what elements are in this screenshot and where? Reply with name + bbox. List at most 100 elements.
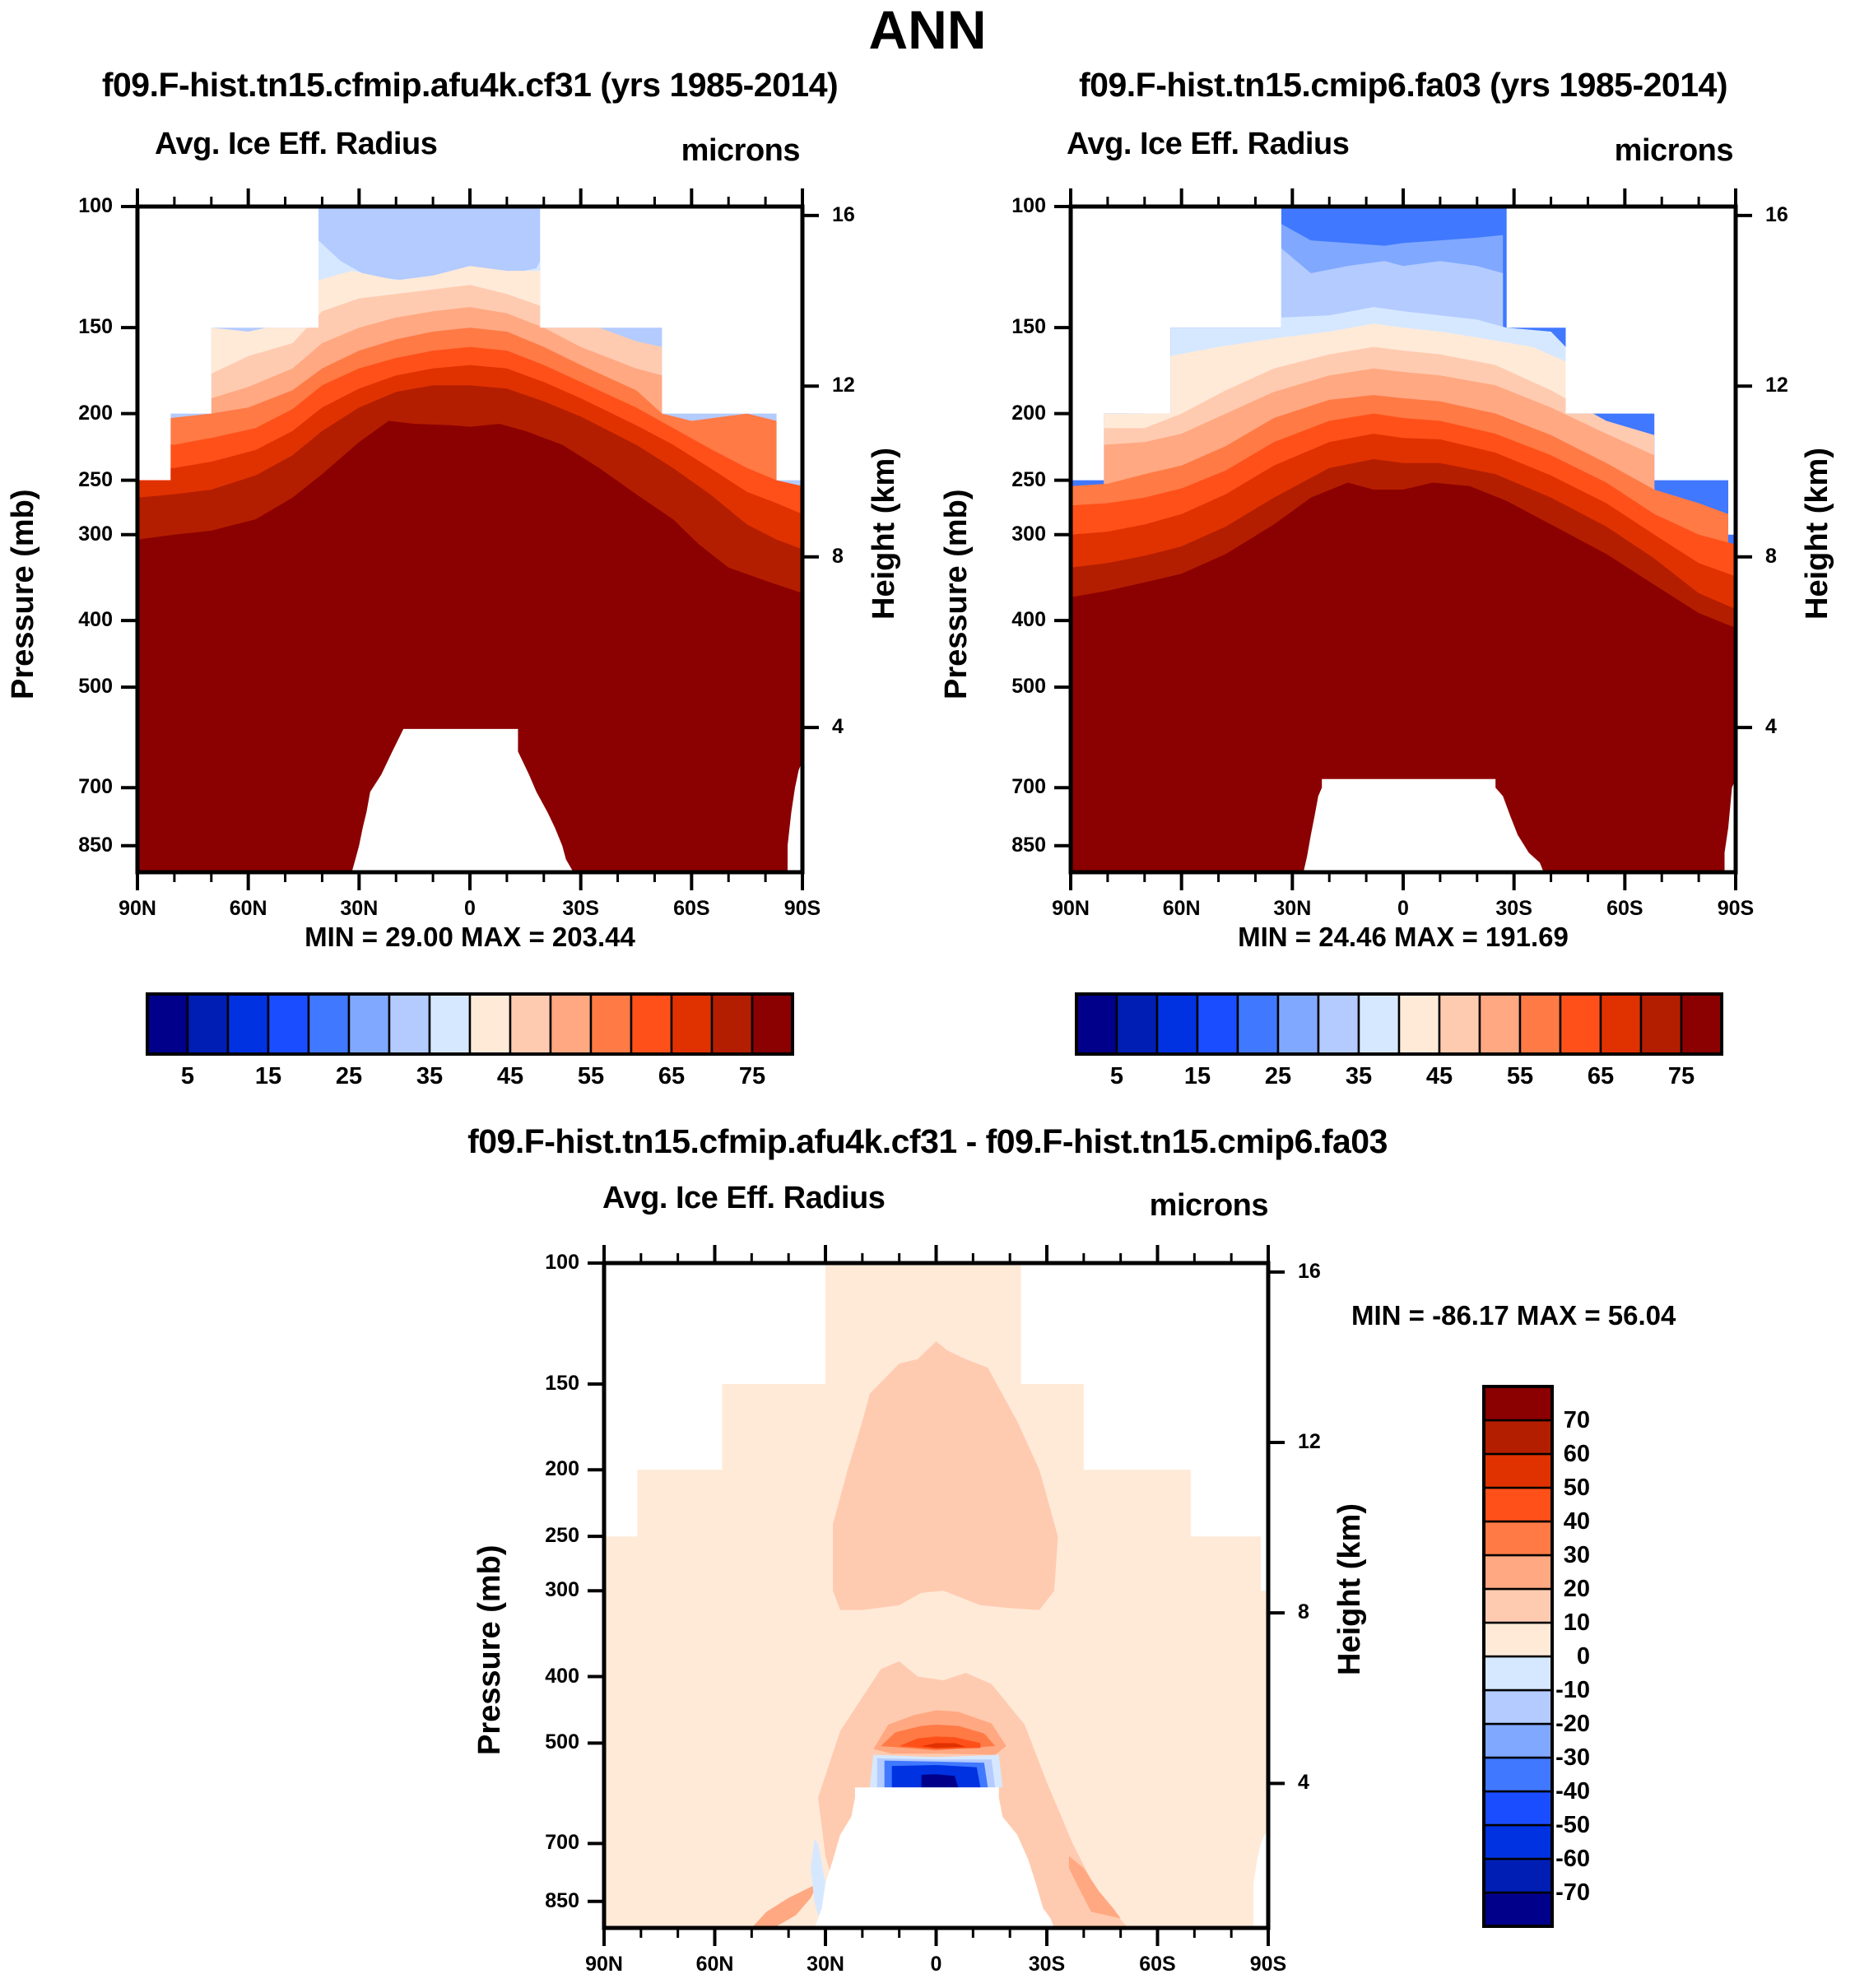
colorbar-label: 25 bbox=[1264, 1063, 1292, 1089]
missing-data-mask bbox=[1724, 778, 1736, 872]
colorbar-box bbox=[1482, 1385, 1554, 1422]
y-tick-label: 100 bbox=[78, 194, 113, 217]
y-tick-label: 400 bbox=[78, 608, 113, 632]
variable-name: Avg. Ice Eff. Radius bbox=[602, 1181, 886, 1215]
colorbar-box bbox=[1482, 1857, 1554, 1894]
colorbar-box bbox=[1482, 1621, 1554, 1658]
contour-band-75 bbox=[1071, 482, 1736, 872]
colorbar-label: -70 bbox=[1555, 1879, 1590, 1906]
colorbar-label: 70 bbox=[1563, 1407, 1590, 1433]
colorbar-box bbox=[1482, 1688, 1554, 1726]
colorbar-label: 35 bbox=[416, 1063, 444, 1089]
colorbar-label: 45 bbox=[1425, 1063, 1453, 1089]
colorbar-box bbox=[1482, 1891, 1554, 1928]
colorbar-label: -40 bbox=[1555, 1778, 1590, 1805]
colorbar-box bbox=[1482, 1722, 1554, 1759]
colorbar-box bbox=[1680, 992, 1723, 1056]
colorbar bbox=[1482, 1385, 1554, 1928]
colorbar-box bbox=[1276, 992, 1320, 1056]
colorbar-label: -10 bbox=[1555, 1677, 1590, 1703]
height-tick-label: 8 bbox=[1765, 544, 1777, 568]
colorbar-box bbox=[630, 992, 673, 1056]
y-tick-label: 150 bbox=[1011, 315, 1046, 339]
colorbar-box bbox=[1196, 992, 1239, 1056]
y-tick-label: 700 bbox=[78, 775, 113, 799]
topography-mask bbox=[351, 728, 574, 872]
y-tick-label: 100 bbox=[1011, 194, 1046, 217]
y-tick-label: 300 bbox=[78, 522, 113, 546]
y-tick-label: 700 bbox=[545, 1831, 579, 1855]
colorbar-label: 55 bbox=[1506, 1063, 1534, 1089]
colorbar-box bbox=[1482, 1520, 1554, 1557]
y-tick-label: 200 bbox=[78, 401, 113, 425]
height-tick-label: 12 bbox=[832, 374, 855, 397]
colorbar-box bbox=[347, 992, 391, 1056]
contour-region bbox=[833, 1341, 1058, 1610]
height-tick-label: 8 bbox=[832, 544, 844, 568]
x-tick-label: 30N bbox=[807, 1953, 844, 1976]
contour-field bbox=[1071, 207, 1736, 872]
colorbar-box bbox=[1397, 992, 1441, 1056]
y-tick-label: 850 bbox=[545, 1888, 579, 1912]
x-tick-label: 90N bbox=[119, 897, 156, 920]
colorbar-box bbox=[1482, 1554, 1554, 1591]
x-tick-label: 30N bbox=[1273, 897, 1312, 920]
colorbar-box bbox=[589, 992, 633, 1056]
contour-region bbox=[1068, 1856, 1121, 1919]
colorbar-box bbox=[509, 992, 552, 1056]
y-tick-label: 150 bbox=[545, 1371, 579, 1395]
x-tick-label: 60S bbox=[1139, 1953, 1176, 1976]
height-tick-label: 16 bbox=[832, 202, 855, 226]
x-tick-label: 90S bbox=[1717, 897, 1755, 920]
x-tick-label: 60S bbox=[673, 897, 710, 920]
units-label: microns bbox=[1149, 1188, 1269, 1223]
colorbar-box bbox=[1482, 1790, 1554, 1827]
colorbar-label: 55 bbox=[577, 1063, 605, 1089]
x-tick-label: 60N bbox=[229, 897, 267, 920]
colorbar-box bbox=[751, 992, 794, 1056]
y-tick-label: 850 bbox=[78, 833, 113, 857]
colorbar-label: 0 bbox=[1576, 1643, 1590, 1670]
colorbar-box bbox=[1075, 992, 1118, 1056]
colorbar-label: 75 bbox=[738, 1063, 766, 1089]
colorbar-label: 50 bbox=[1563, 1475, 1590, 1501]
colorbar-box bbox=[186, 992, 230, 1056]
colorbar-box bbox=[1155, 992, 1199, 1056]
colorbar-label: 65 bbox=[1587, 1063, 1615, 1089]
x-tick-label: 30S bbox=[562, 897, 599, 920]
colorbar-box bbox=[1317, 992, 1360, 1056]
y-tick-label: 400 bbox=[545, 1664, 579, 1688]
x-tick-label: 90S bbox=[1249, 1953, 1287, 1976]
variable-name: Avg. Ice Eff. Radius bbox=[155, 127, 438, 161]
x-tick-label: 90N bbox=[585, 1953, 623, 1976]
height-tick-label: 16 bbox=[1765, 202, 1788, 226]
x-tick-label: 0 bbox=[930, 1953, 942, 1976]
height-tick-label: 8 bbox=[1298, 1600, 1309, 1624]
colorbar-label: 5 bbox=[180, 1063, 195, 1089]
y-tick-label: 300 bbox=[1011, 522, 1046, 546]
colorbar-box bbox=[1482, 1823, 1554, 1860]
colorbar-label: 15 bbox=[1183, 1063, 1211, 1089]
colorbar-box bbox=[670, 992, 714, 1056]
x-tick-label: 0 bbox=[1397, 897, 1409, 920]
colorbar-label: 35 bbox=[1345, 1063, 1373, 1089]
colorbar-box bbox=[1482, 1486, 1554, 1523]
colorbar-box bbox=[226, 992, 270, 1056]
colorbar-box bbox=[710, 992, 754, 1056]
colorbar-label: -60 bbox=[1555, 1846, 1590, 1872]
colorbar-box bbox=[1482, 1587, 1554, 1624]
y-tick-label: 250 bbox=[545, 1524, 579, 1548]
topography-mask bbox=[1303, 778, 1544, 872]
colorbar-box bbox=[1115, 992, 1159, 1056]
colorbar-box bbox=[468, 992, 512, 1056]
y-tick-label: 400 bbox=[1011, 608, 1046, 632]
colorbar-box bbox=[146, 992, 189, 1056]
y-tick-label: 500 bbox=[1011, 675, 1046, 699]
colorbar-box bbox=[1236, 992, 1280, 1056]
units-label: microns bbox=[681, 133, 801, 168]
x-tick-label: 30S bbox=[1028, 1953, 1066, 1976]
contour-region bbox=[921, 1774, 959, 1788]
colorbar-box bbox=[267, 992, 310, 1056]
height-tick-label: 4 bbox=[1298, 1771, 1309, 1795]
colorbar-box bbox=[1357, 992, 1401, 1056]
